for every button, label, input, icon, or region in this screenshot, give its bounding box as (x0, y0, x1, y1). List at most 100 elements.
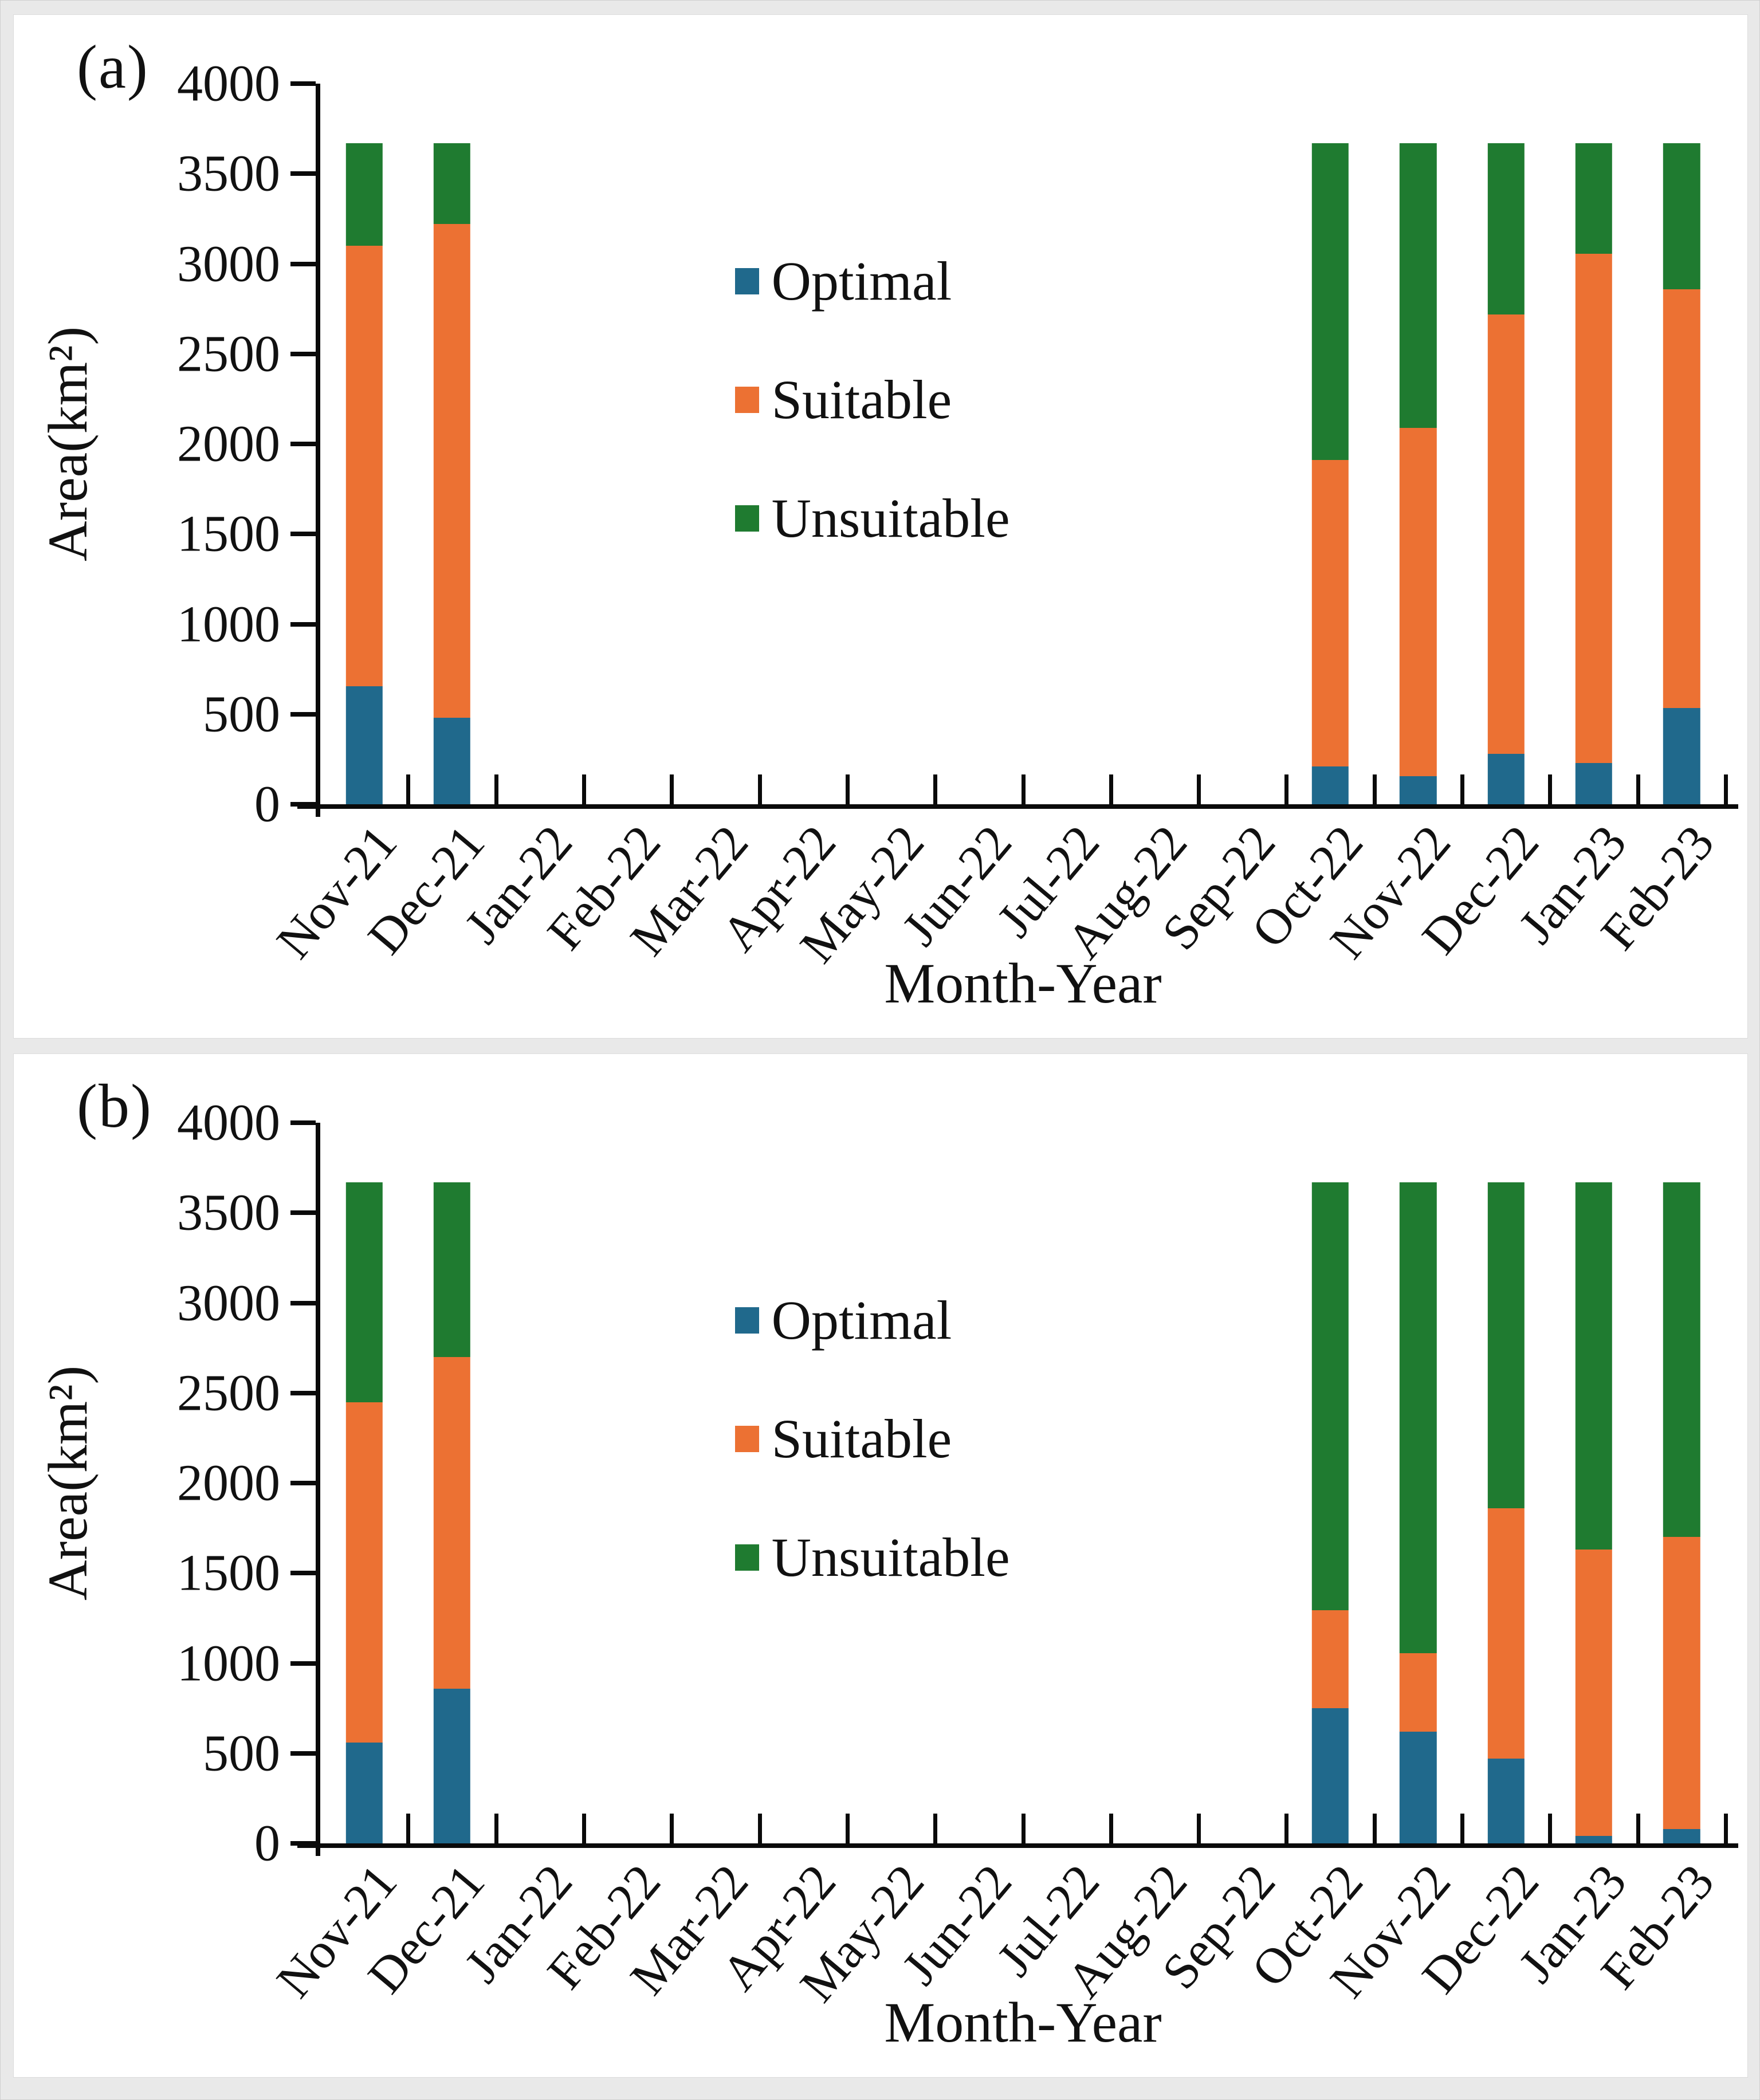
y-tick (290, 1390, 316, 1395)
y-tick (290, 1841, 316, 1846)
stacked-bar-Feb-23 (1663, 1123, 1700, 1843)
bar-segment-optimal (345, 1742, 383, 1843)
y-tick-label: 2500 (177, 325, 280, 383)
x-tick (1021, 1814, 1026, 1843)
y-tick (290, 1210, 316, 1216)
stacked-bar-Feb-22 (609, 84, 646, 804)
x-tick (494, 774, 498, 804)
x-tick (1460, 774, 1465, 804)
bar-segment-optimal (1487, 1759, 1525, 1843)
bar-segment-suitable (1663, 289, 1700, 708)
stacked-bar-Nov-22 (1400, 1123, 1437, 1843)
category-slot (1111, 84, 1199, 804)
category-slot (584, 84, 671, 804)
bar-segment-suitable (433, 224, 471, 718)
stacked-bar-Dec-21 (433, 1123, 471, 1843)
x-tick (1197, 1814, 1201, 1843)
y-tick (290, 81, 316, 86)
y-tick (290, 532, 316, 537)
bar-segment-suitable (1487, 1508, 1525, 1759)
bar-segment-unsuitable (433, 143, 471, 225)
category-slot (1638, 1123, 1726, 1843)
legend-label: Suitable (771, 1408, 952, 1470)
stacked-bar-Mar-22 (697, 1123, 734, 1843)
stacked-bar-Dec-21 (433, 84, 471, 804)
legend: Optimal Suitable Unsuitable (734, 1288, 1010, 1589)
bar-segment-suitable (1311, 460, 1349, 766)
category-slot (1023, 84, 1111, 804)
legend-swatch-icon (734, 386, 759, 413)
y-tick-label: 1000 (177, 596, 280, 652)
stacked-bar-Nov-21 (345, 1123, 383, 1843)
y-tick-label: 3000 (177, 1275, 280, 1331)
bar-segment-suitable (1487, 314, 1525, 754)
bar-segment-optimal (1575, 762, 1613, 804)
legend-swatch-icon (734, 1307, 759, 1334)
stacked-bar-Sep-22 (1224, 84, 1261, 804)
y-tick-label: 1500 (177, 1544, 280, 1602)
legend-swatch-icon (734, 505, 759, 532)
stacked-bar-Feb-23 (1663, 84, 1700, 804)
x-tick (1284, 1814, 1289, 1843)
bar-segment-optimal (1663, 707, 1700, 804)
x-tick (406, 774, 411, 804)
x-tick (406, 1814, 411, 1843)
x-tick (933, 1814, 938, 1843)
x-tick (1284, 774, 1289, 804)
bar-segment-suitable (1575, 1550, 1613, 1836)
x-tick (1548, 1814, 1553, 1843)
bar-segment-unsuitable (1487, 143, 1525, 314)
y-tick-label: 4000 (177, 1094, 280, 1151)
category-slot (1374, 1123, 1462, 1843)
category-slot (584, 1123, 671, 1843)
y-tick-label: 3500 (177, 145, 280, 202)
bar-segment-unsuitable (1311, 143, 1349, 461)
stacked-bar-Jan-22 (521, 1123, 558, 1843)
category-slot (1462, 84, 1550, 804)
y-tick (290, 1571, 316, 1576)
bar-segment-suitable (1575, 254, 1613, 763)
stacked-bar-Jan-22 (521, 84, 558, 804)
category-slot (1550, 1123, 1637, 1843)
y-tick (290, 171, 316, 176)
y-tick (290, 1300, 316, 1305)
y-tick-label: 2000 (177, 415, 280, 473)
y-tick-label: 1000 (177, 1635, 280, 1692)
x-tick (1636, 774, 1640, 804)
bar-segment-suitable (345, 1402, 383, 1743)
x-tick (1636, 1814, 1640, 1843)
x-tick (1460, 1814, 1465, 1843)
plot-area: 0 500 1000 1500 2000 2500 3000 3500 4000 Nov-21 De… (177, 1095, 1738, 2012)
stacked-bar-Jan-23 (1575, 1123, 1613, 1843)
category-slot (1199, 84, 1286, 804)
bar-segment-suitable (1311, 1610, 1349, 1709)
bar-segment-unsuitable (1575, 1182, 1613, 1550)
stacked-bar-Jul-22 (1048, 84, 1085, 804)
y-tick-label: 3000 (177, 235, 280, 292)
bar-segment-suitable (345, 246, 383, 687)
bar-segment-unsuitable (1311, 1182, 1349, 1610)
legend-swatch-icon (734, 1544, 759, 1571)
x-tick (1021, 774, 1026, 804)
x-tick (1109, 774, 1113, 804)
y-axis-title: Area(km²) (37, 1365, 99, 1601)
category-slot (1023, 1123, 1111, 1843)
bar-segment-optimal (1575, 1836, 1613, 1843)
bar-segment-optimal (433, 718, 471, 804)
legend-label: Unsuitable (771, 487, 1010, 549)
stacked-bar-Feb-22 (609, 1123, 646, 1843)
x-tick (1724, 774, 1728, 804)
y-tick-label: 500 (203, 686, 280, 743)
category-slot (408, 1123, 496, 1843)
y-tick-label: 2000 (177, 1454, 280, 1512)
stacked-bar-Aug-22 (1136, 84, 1173, 804)
chart-panel-a: (a) Area(km²) 0 500 1000 1500 2000 2500 3000 35… (13, 14, 1748, 1039)
panel-label-a: (a) (77, 33, 149, 101)
category-slot (1550, 84, 1637, 804)
y-axis-title: Area(km²) (37, 326, 99, 562)
legend-label: Optimal (771, 1289, 952, 1351)
x-axis-line (297, 804, 1738, 809)
bar-segment-suitable (433, 1356, 471, 1689)
bar-segment-optimal (1663, 1828, 1700, 1843)
y-tick (290, 442, 316, 446)
